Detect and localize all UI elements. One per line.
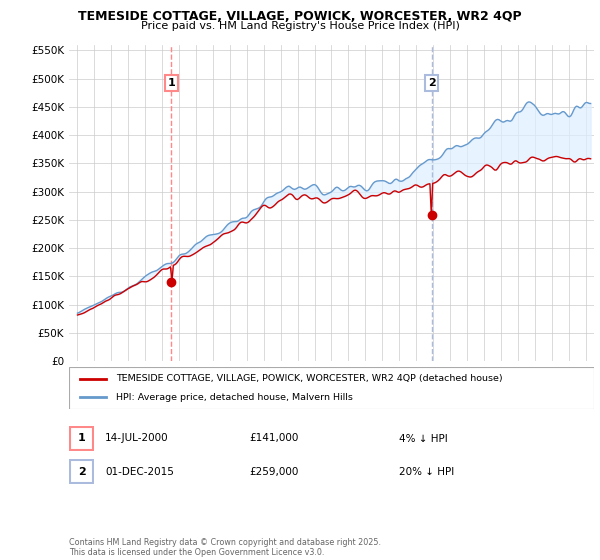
FancyBboxPatch shape — [70, 460, 93, 483]
Text: 2: 2 — [78, 467, 85, 477]
FancyBboxPatch shape — [69, 367, 594, 409]
Text: £141,000: £141,000 — [249, 433, 298, 444]
Text: 2: 2 — [428, 78, 436, 88]
Text: 20% ↓ HPI: 20% ↓ HPI — [399, 467, 454, 477]
Text: 14-JUL-2000: 14-JUL-2000 — [105, 433, 169, 444]
Text: Price paid vs. HM Land Registry's House Price Index (HPI): Price paid vs. HM Land Registry's House … — [140, 21, 460, 31]
Text: 4% ↓ HPI: 4% ↓ HPI — [399, 433, 448, 444]
Text: £259,000: £259,000 — [249, 467, 298, 477]
FancyBboxPatch shape — [70, 427, 93, 450]
Text: Contains HM Land Registry data © Crown copyright and database right 2025.
This d: Contains HM Land Registry data © Crown c… — [69, 538, 381, 557]
Text: HPI: Average price, detached house, Malvern Hills: HPI: Average price, detached house, Malv… — [116, 393, 353, 402]
Text: TEMESIDE COTTAGE, VILLAGE, POWICK, WORCESTER, WR2 4QP (detached house): TEMESIDE COTTAGE, VILLAGE, POWICK, WORCE… — [116, 374, 503, 383]
Text: TEMESIDE COTTAGE, VILLAGE, POWICK, WORCESTER, WR2 4QP: TEMESIDE COTTAGE, VILLAGE, POWICK, WORCE… — [78, 10, 522, 23]
Text: 1: 1 — [78, 433, 85, 443]
Text: 01-DEC-2015: 01-DEC-2015 — [105, 467, 174, 477]
Text: 1: 1 — [167, 78, 175, 88]
